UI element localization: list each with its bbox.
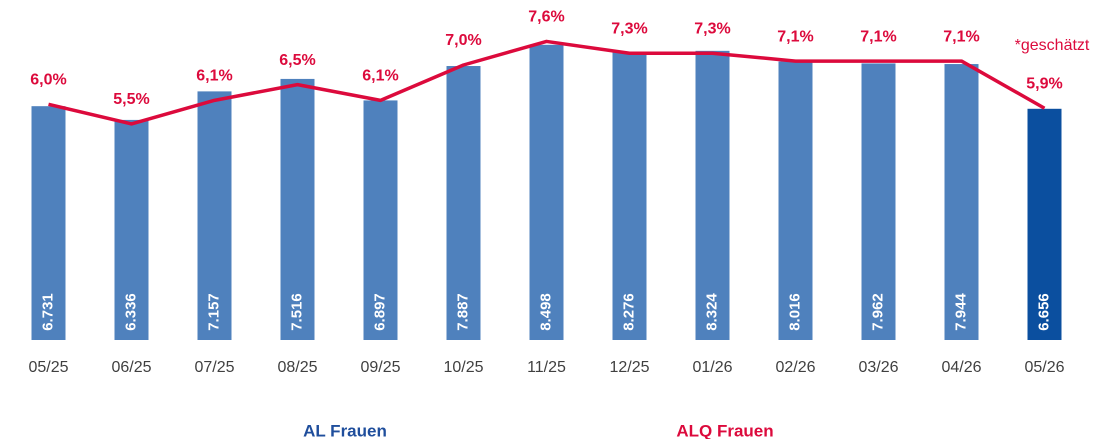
line-value-label: 7,1% [777,28,813,45]
bar [197,91,232,340]
line-value-label: 7,1% [860,28,896,45]
bar-value-label: 6.897 [371,293,388,331]
bar-value-label: 8.324 [703,293,720,331]
line-value-label: 7,3% [611,20,647,37]
x-tick-label: 02/26 [775,359,815,376]
line-value-label: 7,3% [694,20,730,37]
bar [529,44,564,341]
x-tick-label: 09/25 [360,359,400,376]
line-value-label: 6,5% [279,52,315,69]
line-value-label: 5,9% [1026,75,1062,92]
bar-value-label: 6.336 [122,293,139,331]
bar [446,66,481,341]
line-value-label: 7,0% [445,32,481,49]
bar-value-label: 7.962 [869,293,886,331]
bar [861,63,896,340]
x-tick-label: 03/26 [858,359,898,376]
bar-value-label: 6.656 [1035,293,1052,331]
x-tick-label: 08/25 [277,359,317,376]
bar [280,78,315,340]
x-tick-label: 01/26 [692,359,732,376]
line [48,39,1046,126]
x-tick-label: 12/25 [609,359,649,376]
annotation: *geschätzt [1015,37,1090,54]
legend-label: ALQ Frauen [676,421,773,439]
line-value-label: 7,1% [943,28,979,45]
bar [31,106,66,341]
bar [612,52,647,341]
bar-value-label: 7.944 [952,293,969,331]
bar [114,119,149,340]
x-tick-label: 05/25 [28,359,68,376]
line-value-label: 5,5% [113,91,149,108]
bar [944,64,979,340]
bar [695,50,730,340]
line-value-label: 6,1% [196,68,232,85]
line-value-label: 6,1% [362,68,398,85]
bar-value-label: 8.276 [620,293,637,331]
line-value-label: 6,0% [30,72,66,89]
x-tick-label: 04/26 [941,359,981,376]
bar [363,100,398,340]
bar-value-label: 6.731 [39,293,56,331]
legend-label: AL Frauen [303,421,387,439]
bar-value-label: 7.516 [288,293,305,331]
bar-value-label: 8.016 [786,293,803,331]
bar-value-label: 7.887 [454,293,471,331]
line-value-label: 7,6% [528,9,564,26]
x-tick-label: 06/25 [111,359,151,376]
x-tick-label: 11/25 [527,359,566,376]
bar-value-label: 8.498 [537,293,554,331]
bar [1027,108,1062,340]
bar [778,61,813,341]
x-tick-label: 07/25 [194,359,234,376]
x-tick-label: 05/26 [1024,359,1064,376]
bar-value-label: 7.157 [205,293,222,331]
x-tick-label: 10/25 [443,359,483,376]
